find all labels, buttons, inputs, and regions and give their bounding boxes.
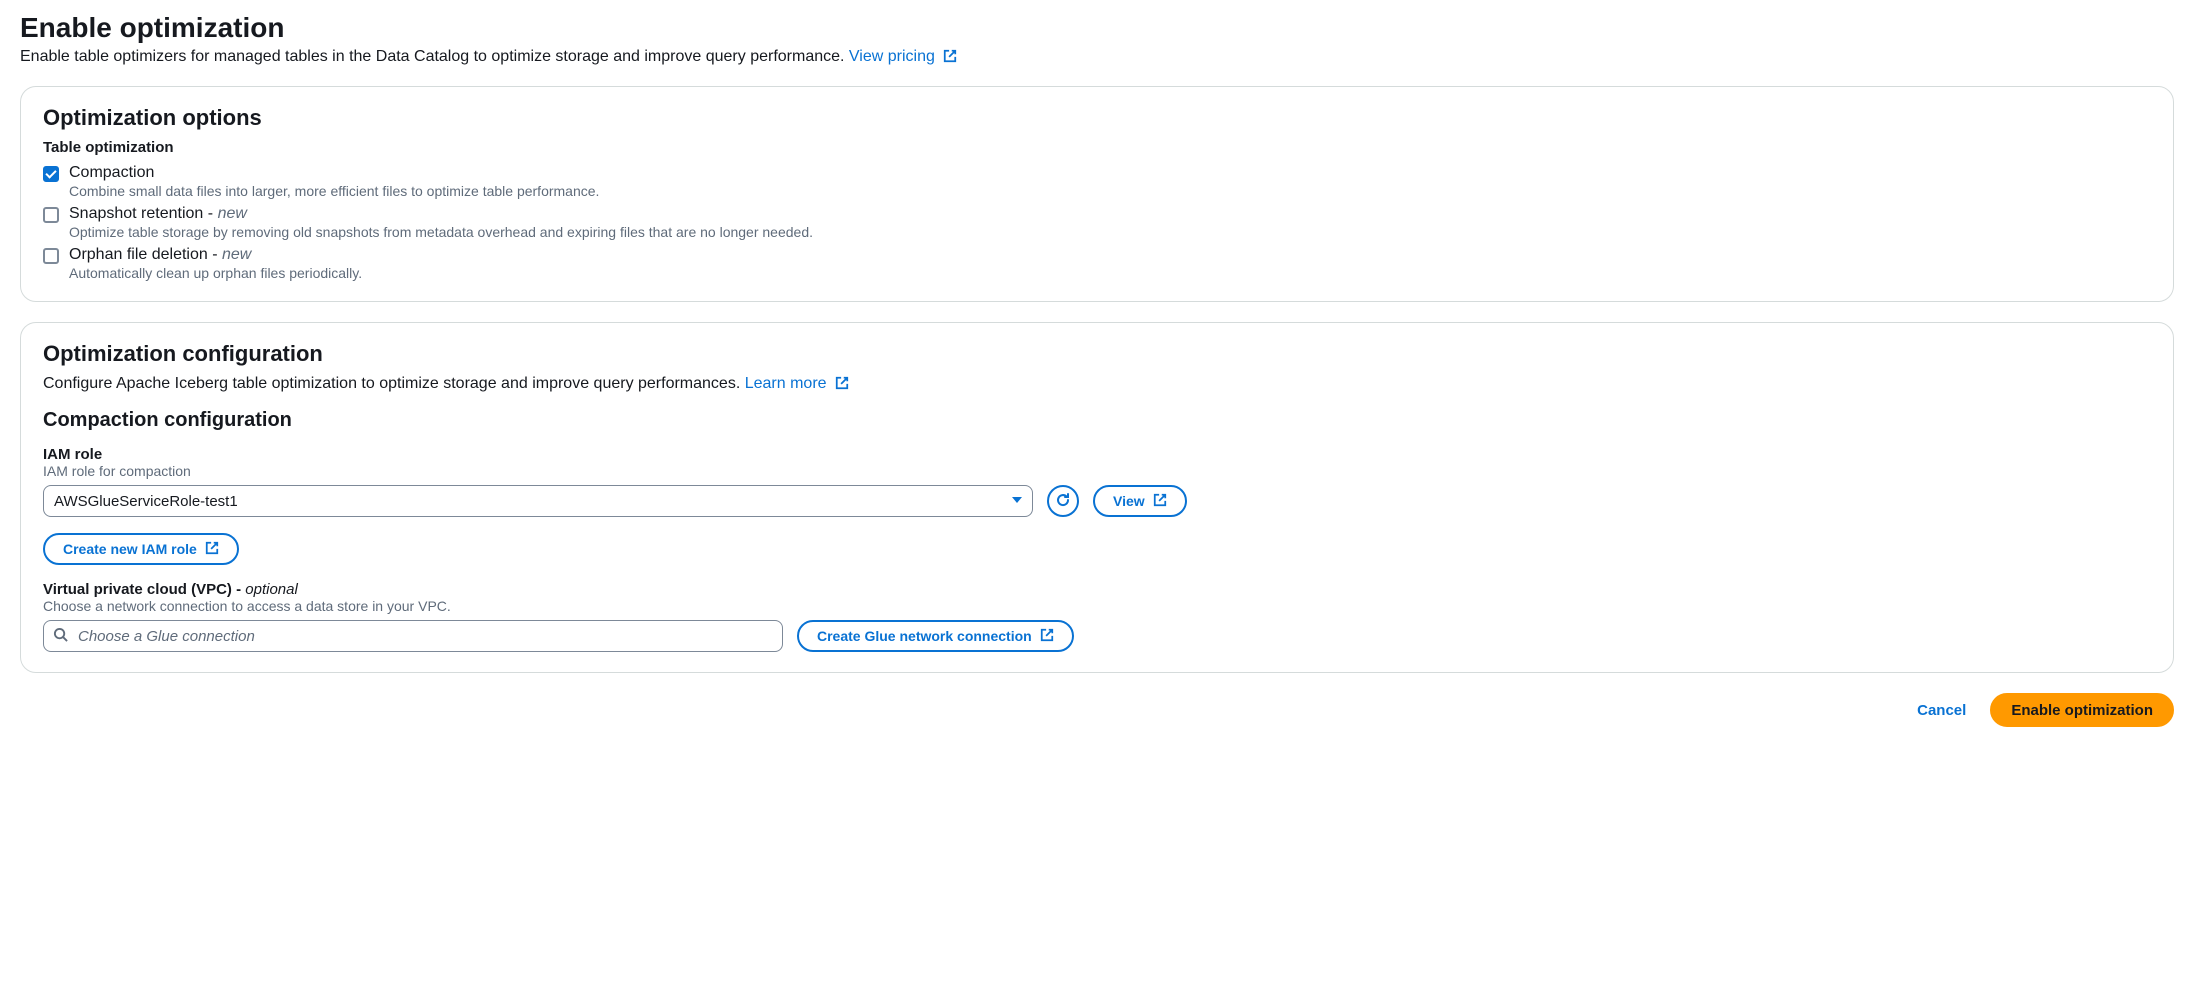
- refresh-icon: [1055, 492, 1071, 511]
- compaction-label: Compaction: [69, 164, 599, 182]
- external-link-icon: [835, 376, 849, 395]
- iam-role-hint: IAM role for compaction: [43, 463, 2151, 479]
- optimization-configuration-description-text: Configure Apache Iceberg table optimizat…: [43, 375, 740, 392]
- page-title: Enable optimization: [20, 12, 2174, 44]
- learn-more-link[interactable]: Learn more: [745, 375, 849, 392]
- optimization-options-title: Optimization options: [43, 105, 2151, 131]
- glue-connection-input[interactable]: [43, 620, 783, 652]
- view-iam-role-button[interactable]: View: [1093, 485, 1187, 517]
- external-link-icon: [205, 541, 219, 558]
- snapshot-retention-label: Snapshot retention - new: [69, 205, 813, 223]
- view-pricing-label: View pricing: [849, 48, 935, 65]
- option-compaction: Compaction Combine small data files into…: [43, 164, 2151, 199]
- option-snapshot-retention: Snapshot retention - new Optimize table …: [43, 205, 2151, 240]
- page-description-text: Enable table optimizers for managed tabl…: [20, 48, 844, 65]
- compaction-description: Combine small data files into larger, mo…: [69, 183, 599, 199]
- optimization-configuration-description: Configure Apache Iceberg table optimizat…: [43, 375, 2151, 395]
- external-link-icon: [1153, 493, 1167, 510]
- create-glue-connection-label: Create Glue network connection: [817, 628, 1032, 644]
- new-tag: new: [218, 205, 247, 222]
- table-optimization-subhead: Table optimization: [43, 139, 2151, 156]
- vpc-label-text: Virtual private cloud (VPC) -: [43, 581, 245, 598]
- view-iam-role-label: View: [1113, 493, 1145, 509]
- compaction-checkbox[interactable]: [43, 166, 59, 182]
- compaction-configuration-title: Compaction configuration: [43, 409, 2151, 432]
- snapshot-retention-label-text: Snapshot retention: [69, 205, 203, 222]
- orphan-file-deletion-description: Automatically clean up orphan files peri…: [69, 265, 362, 281]
- snapshot-retention-checkbox[interactable]: [43, 207, 59, 223]
- enable-optimization-button[interactable]: Enable optimization: [1990, 693, 2174, 727]
- orphan-file-deletion-checkbox[interactable]: [43, 248, 59, 264]
- iam-role-select[interactable]: AWSGlueServiceRole-test1: [43, 485, 1033, 517]
- orphan-file-deletion-label: Orphan file deletion - new: [69, 246, 362, 264]
- create-glue-connection-button[interactable]: Create Glue network connection: [797, 620, 1074, 652]
- create-iam-role-label: Create new IAM role: [63, 541, 197, 557]
- optimization-configuration-panel: Optimization configuration Configure Apa…: [20, 322, 2174, 673]
- vpc-label: Virtual private cloud (VPC) - optional: [43, 581, 2151, 598]
- snapshot-retention-description: Optimize table storage by removing old s…: [69, 224, 813, 240]
- footer-actions: Cancel Enable optimization: [20, 693, 2174, 727]
- page-description: Enable table optimizers for managed tabl…: [20, 48, 2174, 68]
- cancel-button[interactable]: Cancel: [1903, 696, 1980, 725]
- refresh-button[interactable]: [1047, 485, 1079, 517]
- new-tag: new: [222, 246, 251, 263]
- search-icon: [53, 627, 68, 645]
- iam-role-label: IAM role: [43, 446, 2151, 463]
- view-pricing-link[interactable]: View pricing: [849, 48, 957, 65]
- vpc-hint: Choose a network connection to access a …: [43, 598, 2151, 614]
- vpc-optional-tag: optional: [245, 581, 298, 598]
- optimization-options-panel: Optimization options Table optimization …: [20, 86, 2174, 302]
- external-link-icon: [1040, 628, 1054, 645]
- create-iam-role-button[interactable]: Create new IAM role: [43, 533, 239, 565]
- option-orphan-file-deletion: Orphan file deletion - new Automatically…: [43, 246, 2151, 281]
- external-link-icon: [943, 49, 957, 68]
- optimization-configuration-title: Optimization configuration: [43, 341, 2151, 367]
- orphan-file-deletion-label-text: Orphan file deletion: [69, 246, 208, 263]
- iam-role-selected-value: AWSGlueServiceRole-test1: [54, 493, 238, 510]
- learn-more-label: Learn more: [745, 375, 827, 392]
